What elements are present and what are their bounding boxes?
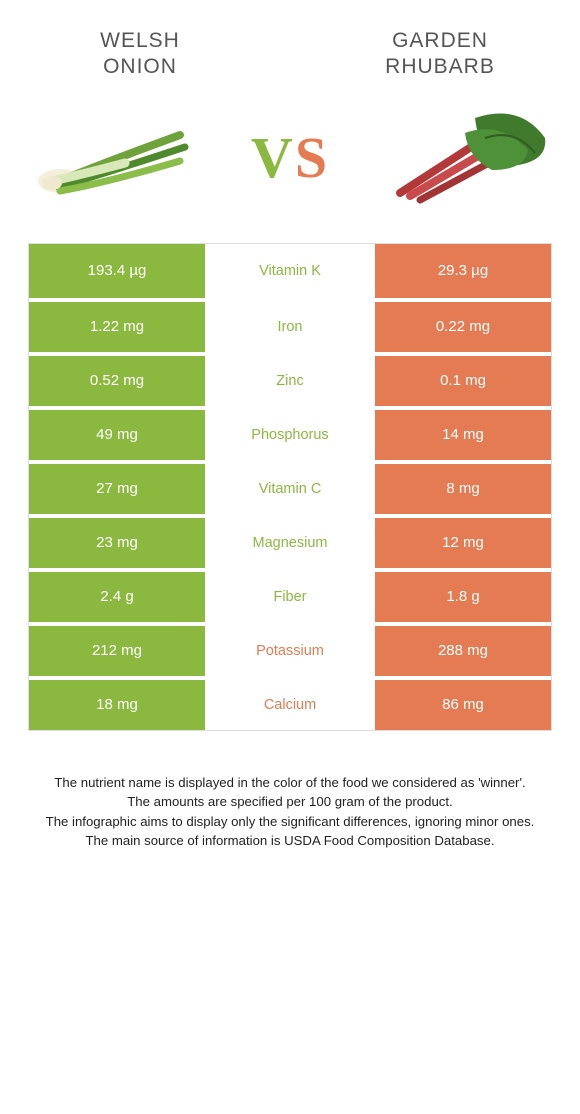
left-value: 212 mg xyxy=(29,626,205,676)
left-food-line1: Welsh xyxy=(100,29,180,52)
nutrient-label: Calcium xyxy=(205,680,375,730)
right-food-line2: rhubarb xyxy=(385,55,495,78)
right-value: 12 mg xyxy=(375,518,551,568)
table-row: 18 mgCalcium86 mg xyxy=(29,676,551,730)
table-row: 27 mgVitamin C8 mg xyxy=(29,460,551,514)
vs-s: S xyxy=(295,125,329,190)
table-row: 49 mgPhosphorus14 mg xyxy=(29,406,551,460)
left-value: 0.52 mg xyxy=(29,356,205,406)
table-row: 2.4 gFiber1.8 g xyxy=(29,568,551,622)
nutrient-label: Potassium xyxy=(205,626,375,676)
right-value: 288 mg xyxy=(375,626,551,676)
left-value: 2.4 g xyxy=(29,572,205,622)
left-food-line2: onion xyxy=(103,55,177,78)
left-food-title: Welsh onion xyxy=(50,28,230,81)
footnote-line: The main source of information is USDA F… xyxy=(18,831,562,851)
left-value: 18 mg xyxy=(29,680,205,730)
footnotes: The nutrient name is displayed in the co… xyxy=(0,731,580,851)
right-value: 29.3 µg xyxy=(375,244,551,298)
table-row: 1.22 mgIron0.22 mg xyxy=(29,298,551,352)
nutrient-label: Magnesium xyxy=(205,518,375,568)
nutrient-table: 193.4 µgVitamin K29.3 µg1.22 mgIron0.22 … xyxy=(28,243,552,731)
vs-v: V xyxy=(251,125,295,190)
table-row: 0.52 mgZinc0.1 mg xyxy=(29,352,551,406)
vs-row: VS xyxy=(0,91,580,243)
table-row: 212 mgPotassium288 mg xyxy=(29,622,551,676)
nutrient-label: Phosphorus xyxy=(205,410,375,460)
table-row: 193.4 µgVitamin K29.3 µg xyxy=(29,244,551,298)
footnote-line: The amounts are specified per 100 gram o… xyxy=(18,792,562,812)
right-value: 0.22 mg xyxy=(375,302,551,352)
right-value: 1.8 g xyxy=(375,572,551,622)
left-value: 27 mg xyxy=(29,464,205,514)
vs-label: VS xyxy=(251,124,329,191)
nutrient-label: Vitamin K xyxy=(205,244,375,298)
nutrient-label: Vitamin C xyxy=(205,464,375,514)
left-value: 193.4 µg xyxy=(29,244,205,298)
nutrient-label: Zinc xyxy=(205,356,375,406)
left-value: 1.22 mg xyxy=(29,302,205,352)
nutrient-label: Iron xyxy=(205,302,375,352)
welsh-onion-image xyxy=(30,103,200,213)
right-value: 86 mg xyxy=(375,680,551,730)
footnote-line: The infographic aims to display only the… xyxy=(18,812,562,832)
nutrient-label: Fiber xyxy=(205,572,375,622)
right-value: 8 mg xyxy=(375,464,551,514)
table-row: 23 mgMagnesium12 mg xyxy=(29,514,551,568)
right-food-line1: Garden xyxy=(392,29,488,52)
left-value: 49 mg xyxy=(29,410,205,460)
right-food-title: Garden rhubarb xyxy=(350,28,530,81)
footnote-line: The nutrient name is displayed in the co… xyxy=(18,773,562,793)
left-value: 23 mg xyxy=(29,518,205,568)
right-value: 0.1 mg xyxy=(375,356,551,406)
rhubarb-image xyxy=(380,103,550,213)
header: Welsh onion Garden rhubarb xyxy=(0,0,580,91)
right-value: 14 mg xyxy=(375,410,551,460)
